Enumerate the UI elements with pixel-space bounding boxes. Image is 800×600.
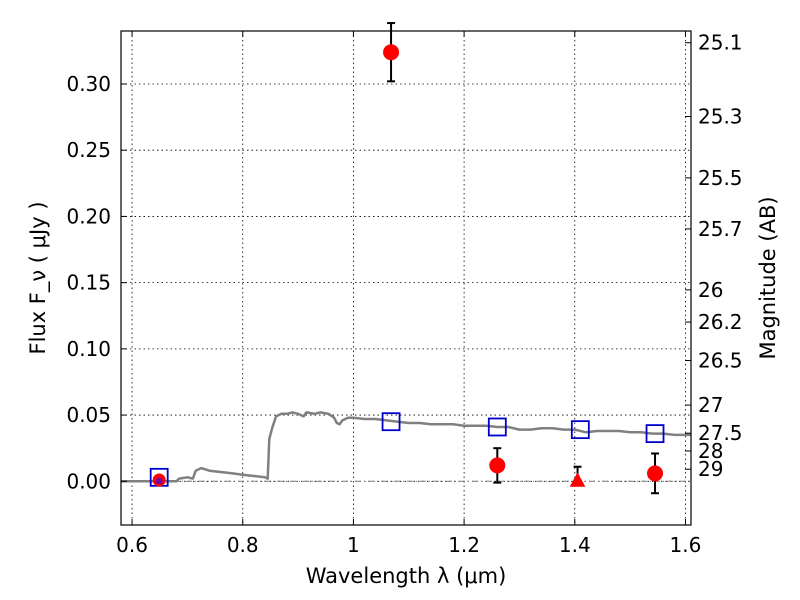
- y-axis-title: Flux F_ν ( μJy ): [26, 201, 51, 354]
- x-axis: 0.6 0.8 1 1.2 1.4 1.6: [116, 31, 701, 557]
- observed-flux-point: [647, 465, 664, 482]
- x-tick-label: 0.8: [227, 533, 259, 557]
- plot-frame: [120, 30, 692, 526]
- magnitude-tick-label: 26.2: [698, 310, 743, 334]
- y-axis-left: 0.00 0.05 0.10 0.15 0.20 0.25 0.30: [66, 72, 127, 493]
- model-photometry-square: [645, 424, 665, 444]
- x-tick-label: 1.2: [448, 533, 480, 557]
- magnitude-tick-label: 26.5: [698, 349, 743, 373]
- magnitude-tick-label: 27.5: [698, 421, 743, 445]
- y-tick-label: 0.25: [66, 138, 111, 162]
- markers: [149, 22, 665, 495]
- magnitude-tick-label: 25.1: [698, 31, 743, 55]
- y-tick-label: 0.05: [66, 403, 111, 427]
- magnitude-tick-label: 25.5: [698, 166, 743, 190]
- template-line: [121, 411, 691, 483]
- magnitude-tick-label: 28: [698, 439, 723, 463]
- y-tick-label: 0.00: [66, 469, 111, 493]
- magnitude-tick-label: 25.3: [698, 105, 743, 129]
- model-photometry-square: [487, 417, 507, 437]
- y-tick-label: 0.20: [66, 204, 111, 228]
- grid: [121, 31, 691, 525]
- y-tick-label: 0.10: [66, 337, 111, 361]
- x-axis-title: Wavelength λ (μm): [306, 564, 507, 588]
- magnitude-tick-label: 29: [698, 457, 723, 481]
- template-spectrum-line: [121, 411, 691, 483]
- y-axis-right-title: Magnitude (AB): [756, 196, 780, 359]
- observed-flux-point: [489, 457, 506, 474]
- magnitude-tick-label: 27: [698, 393, 723, 417]
- upper-limit-triangle: [569, 472, 586, 487]
- model-photometry-square: [570, 420, 590, 440]
- y-tick-label: 0.30: [66, 72, 111, 96]
- magnitude-tick-label: 26: [698, 278, 723, 302]
- x-tick-label: 0.6: [116, 533, 148, 557]
- magnitude-tick-label: 25.7: [698, 217, 743, 241]
- x-tick-label: 1.4: [559, 533, 591, 557]
- x-tick-label: 1.6: [670, 533, 702, 557]
- y-tick-label: 0.15: [66, 271, 111, 295]
- model-photometry-square: [381, 412, 401, 432]
- observed-flux-point: [383, 44, 400, 61]
- overlap-marker: [155, 477, 163, 485]
- x-tick-label: 1: [347, 533, 360, 557]
